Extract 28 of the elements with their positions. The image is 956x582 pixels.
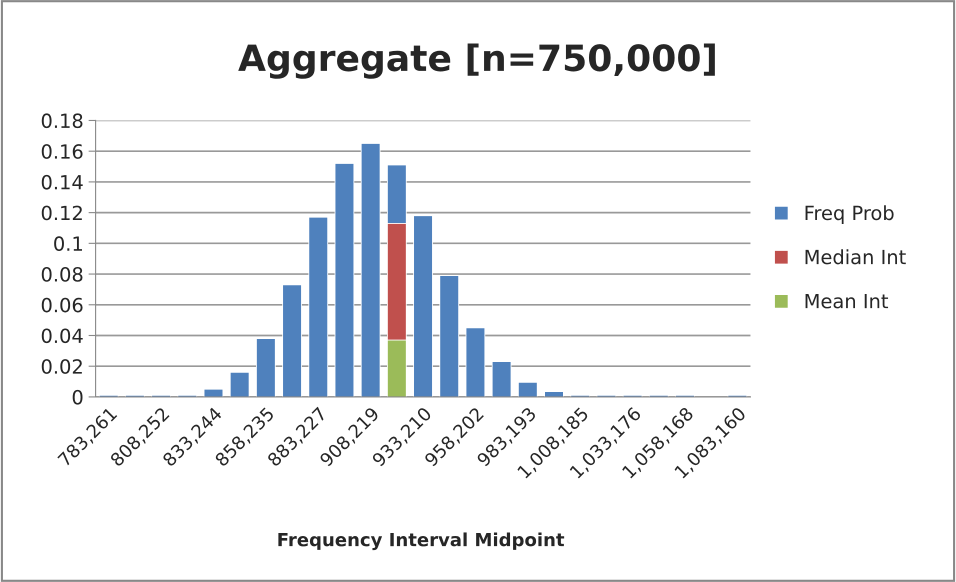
bar [466, 327, 486, 397]
x-axis-title: Frequency Interval Midpoint [278, 532, 564, 550]
bar [518, 382, 538, 397]
bar [308, 216, 328, 397]
y-tick-label: 0.12 [42, 206, 82, 220]
bar [204, 388, 224, 397]
bar [230, 372, 250, 397]
chart-title: Aggregate [n=750,000] [238, 43, 715, 79]
y-tick-label: 0.14 [42, 174, 83, 190]
y-tick-label: 0.1 [54, 236, 82, 252]
legend-label: Mean Int [806, 294, 888, 308]
y-tick-label: 0.06 [42, 298, 83, 312]
bar [334, 163, 354, 397]
bar [413, 215, 433, 397]
bar [282, 284, 302, 397]
legend-label: Median Int [806, 249, 906, 264]
bar [544, 391, 564, 397]
y-tick-label: 0.04 [42, 328, 83, 344]
bar [256, 338, 276, 397]
bar [439, 275, 460, 397]
y-tick-label: 0.02 [42, 359, 82, 374]
legend-label: Freq Prob [806, 205, 894, 224]
y-tick-label: 0.08 [42, 267, 82, 282]
bar [360, 143, 380, 397]
y-tick-label: 0 [72, 390, 83, 405]
y-tick-label: 0.18 [42, 113, 82, 128]
bar [492, 361, 512, 397]
y-tick-label: 0.16 [42, 144, 83, 159]
